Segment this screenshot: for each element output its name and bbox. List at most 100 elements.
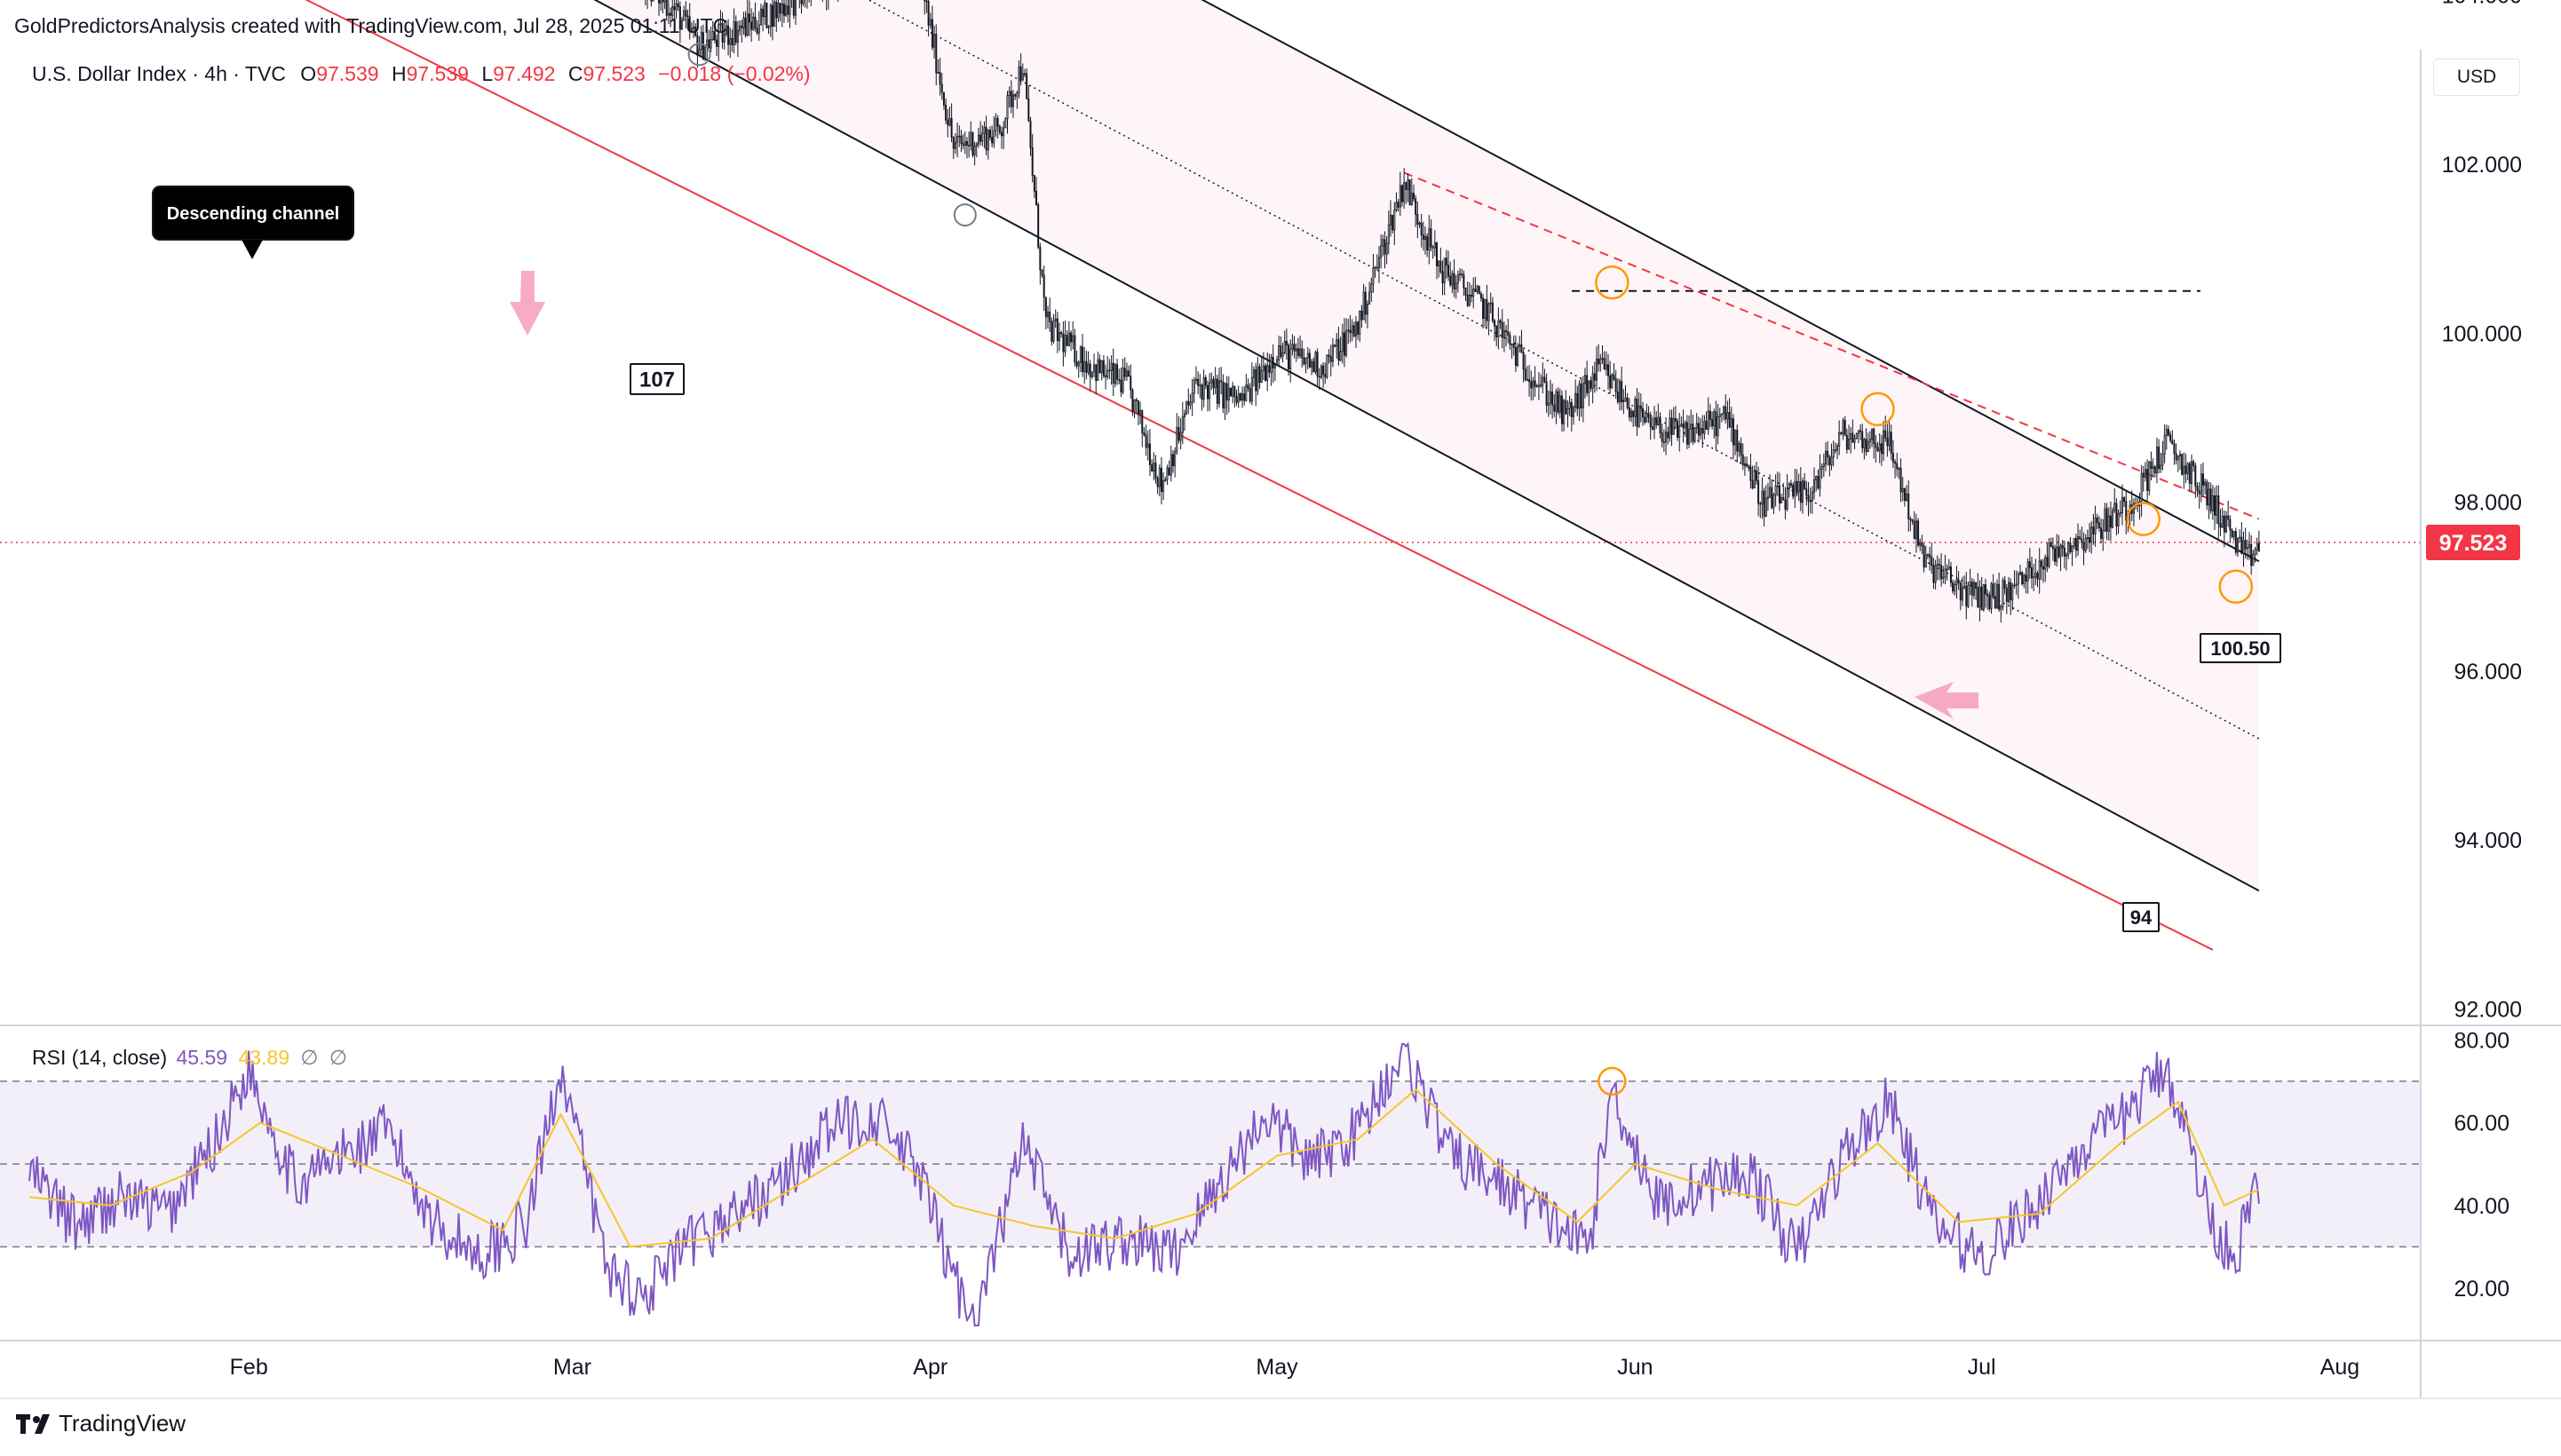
candle-body[interactable] [963,141,966,146]
candle-body[interactable] [1611,374,1614,389]
candle-body[interactable] [1891,452,1894,463]
candle-body[interactable] [1276,359,1279,366]
candle-body[interactable] [1206,384,1209,400]
candle-body[interactable] [1426,235,1429,251]
candle-body[interactable] [1990,583,1993,609]
candle-body[interactable] [1245,384,1248,401]
candle-body[interactable] [981,132,984,142]
candle-body[interactable] [1491,302,1494,321]
candle-body[interactable] [1258,366,1261,384]
candle-body[interactable] [1087,363,1090,373]
candle-body[interactable] [1453,273,1455,289]
candle-body[interactable] [1459,273,1462,276]
candle-body[interactable] [1701,428,1704,434]
candle-body[interactable] [1501,321,1503,338]
candle-body[interactable] [1942,576,1945,580]
candle-body[interactable] [1218,380,1220,404]
candle-body[interactable] [1851,432,1854,443]
candle-body[interactable] [2217,495,2220,525]
candle-body[interactable] [2246,547,2248,550]
candle-body[interactable] [1143,432,1146,436]
candle-body[interactable] [1474,289,1477,292]
candle-body[interactable] [942,91,945,106]
candle-body[interactable] [708,39,710,49]
candle-body[interactable] [785,5,788,16]
candle-body[interactable] [1148,443,1151,465]
highlight-circle[interactable] [2126,502,2161,536]
candle-body[interactable] [1347,329,1350,332]
candle-body[interactable] [1586,375,1589,393]
candle-body[interactable] [800,0,803,4]
candle-body[interactable] [1751,479,1754,488]
candle-body[interactable] [1357,321,1360,335]
highlight-circle[interactable] [2218,569,2254,604]
candle-body[interactable] [2140,472,2143,502]
candle-body[interactable] [792,0,795,16]
candle-body[interactable] [1532,380,1534,389]
candle-body[interactable] [1855,432,1858,439]
candle-body[interactable] [1789,483,1792,486]
candle-body[interactable] [1044,297,1047,318]
candle-body[interactable] [2061,544,2064,549]
candle-body[interactable] [2077,536,2080,551]
candle-body[interactable] [1456,274,1459,284]
candle-body[interactable] [1903,488,1906,501]
currency-button[interactable]: USD [2433,59,2520,96]
candle-body[interactable] [1114,364,1116,384]
candle-body[interactable] [2034,573,2037,578]
candle-body[interactable] [736,30,739,43]
candle-body[interactable] [716,39,718,47]
candle-body[interactable] [1058,332,1061,342]
candle-body[interactable] [1878,443,1881,451]
candle-body[interactable] [1250,376,1253,402]
candle-body[interactable] [1884,430,1887,439]
candle-body[interactable] [1936,564,1939,566]
candle-body[interactable] [750,21,753,30]
candle-body[interactable] [2002,580,2004,607]
candle-body[interactable] [2184,465,2187,474]
candle-body[interactable] [1534,380,1536,387]
candle-body[interactable] [2155,447,2158,474]
candle-body[interactable] [1715,411,1717,437]
candle-body[interactable] [1632,410,1635,417]
candle-body[interactable] [1385,242,1388,255]
candle-body[interactable] [718,24,720,47]
candle-body[interactable] [1247,384,1249,389]
candle-body[interactable] [993,130,995,144]
candle-body[interactable] [2000,606,2002,610]
candle-body[interactable] [2059,544,2062,558]
candle-body[interactable] [2082,542,2085,551]
candle-body[interactable] [1994,596,1996,609]
candle-body[interactable] [1801,480,1804,503]
candle-body[interactable] [1786,488,1788,510]
candle-body[interactable] [1382,239,1384,247]
candle-body[interactable] [769,4,772,28]
candle-body[interactable] [1408,179,1411,205]
candle-body[interactable] [660,0,662,4]
candle-body[interactable] [1555,391,1558,412]
candle-body[interactable] [2256,542,2258,550]
candle-body[interactable] [1118,378,1121,381]
candle-body[interactable] [1201,384,1203,400]
candle-body[interactable] [663,0,666,3]
candle-body[interactable] [1940,565,1943,580]
candle-body[interactable] [1784,499,1787,510]
candle-body[interactable] [698,49,701,56]
candle-body[interactable] [1077,361,1080,367]
candle-body[interactable] [658,0,661,4]
candle-body[interactable] [733,20,735,46]
candle-body[interactable] [950,117,953,138]
candle-body[interactable] [1209,382,1211,400]
candle-body[interactable] [2240,536,2243,554]
candle-body[interactable] [2117,513,2120,526]
candle-body[interactable] [1799,481,1802,503]
candle-body[interactable] [1497,320,1500,337]
candle-body[interactable] [973,146,976,155]
candle-body[interactable] [1606,364,1609,376]
channel-callout[interactable]: Descending channel [152,186,354,259]
candle-body[interactable] [1337,339,1340,361]
candle-body[interactable] [2211,495,2214,511]
candle-body[interactable] [1304,357,1307,365]
candle-body[interactable] [1185,400,1188,415]
candle-body[interactable] [1624,397,1627,402]
